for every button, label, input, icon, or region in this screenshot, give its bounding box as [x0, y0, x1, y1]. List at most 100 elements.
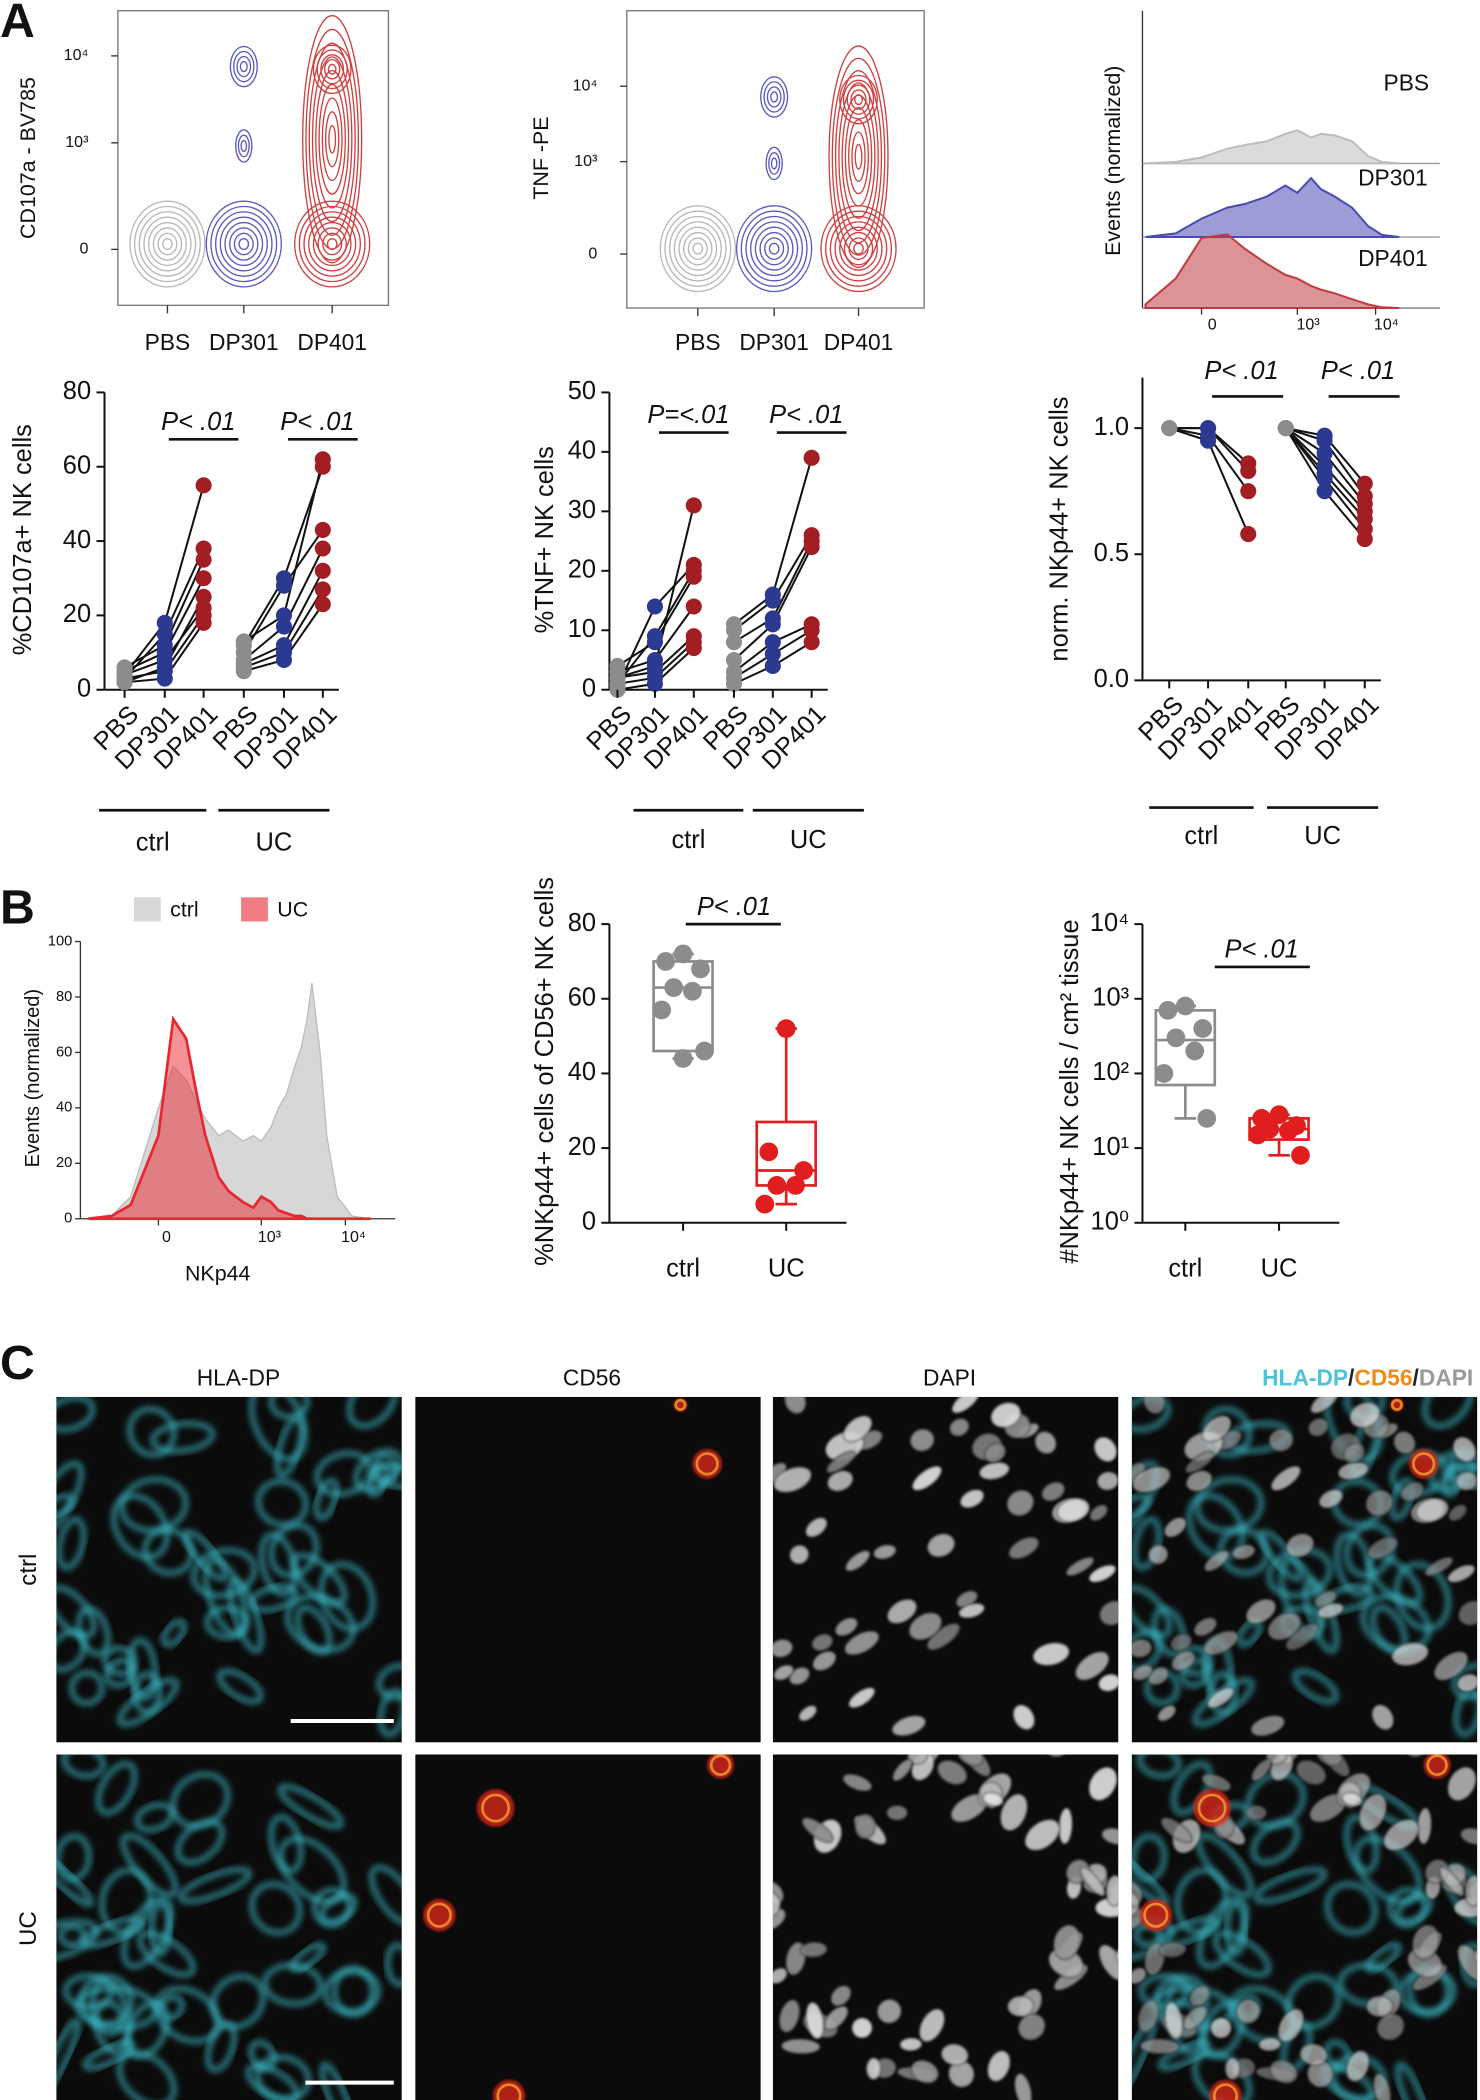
data-point [156, 637, 173, 654]
nucleus [1367, 1536, 1398, 1560]
series-label: DP301 [1358, 164, 1428, 190]
hla-dp-signal [174, 1818, 226, 1866]
hla-dp-signal [1137, 1972, 1191, 2010]
nucleus [866, 2057, 882, 2080]
micrograph [415, 1396, 761, 1743]
contour-line [848, 237, 869, 261]
contour-line [321, 97, 343, 182]
nucleus [1160, 1817, 1193, 1843]
y-tick-label: 20 [568, 1133, 596, 1161]
cd56-rim [1390, 1398, 1403, 1411]
data-point [803, 616, 820, 633]
data-point [691, 959, 710, 979]
nucleus [1400, 1481, 1424, 1502]
y-tick-label: 0 [582, 674, 596, 702]
data-point [656, 952, 676, 971]
nucleus [801, 1817, 834, 1843]
nucleus [1148, 1544, 1169, 1565]
x-tick-label: PBS [145, 329, 191, 355]
y-axis-label: norm. NKp44+ NK cells [1045, 396, 1073, 661]
y-tick-label: 10 [568, 615, 596, 643]
data-point [725, 651, 743, 669]
contour-line [839, 74, 878, 125]
y-axis-label: Events (normalized) [1101, 66, 1125, 256]
x-tick-label: PBS [675, 329, 721, 355]
data-point [683, 981, 702, 1001]
data-point [116, 674, 133, 691]
panel-label: B [0, 880, 35, 934]
contour-line [138, 211, 197, 277]
density-area [1145, 129, 1400, 165]
data-point [314, 596, 331, 613]
nucleus [1457, 1944, 1478, 1981]
hla-dp-signal [368, 1864, 402, 1927]
hla-dp-signal [57, 1922, 88, 1949]
nucleus [1245, 1598, 1276, 1624]
contour-line [315, 69, 350, 209]
y-tick-label: 30 [568, 496, 596, 524]
nucleus [1373, 2073, 1391, 2100]
data-point [1240, 526, 1257, 543]
contour-line [311, 56, 353, 223]
data-point [1193, 1019, 1213, 1038]
contour-line [229, 227, 259, 261]
nucleus [1189, 1985, 1211, 2007]
nucleus [843, 1415, 873, 1443]
nucleus [982, 1791, 1004, 1807]
histogram-area [88, 983, 371, 1220]
plot-frame [626, 10, 925, 309]
contour-line [851, 131, 866, 182]
hla-dp-signal [313, 1477, 340, 1522]
hla-dp-signal [1394, 1892, 1434, 1926]
significance-label: P< .01 [769, 401, 843, 429]
nucleus [1343, 1442, 1365, 1463]
nucleus [788, 1666, 810, 1686]
data-point [764, 634, 781, 651]
y-axis-label: CD107a - BV785 [16, 77, 40, 239]
contour-line [324, 111, 340, 168]
hla-dp-signal [318, 1892, 358, 1926]
data-point [1356, 531, 1373, 548]
data-point [314, 562, 331, 579]
y-tick-label: 0.0 [1094, 665, 1129, 693]
nucleus [811, 1633, 834, 1652]
nucleus [1183, 2005, 1208, 2031]
data-point [803, 449, 820, 466]
micrograph-background [772, 1396, 1119, 1743]
data-point [646, 598, 663, 615]
contour-line [219, 216, 268, 272]
nucleus [1080, 1866, 1106, 1897]
nucleus [798, 1705, 818, 1722]
nucleus [1157, 1705, 1176, 1722]
significance-label: P< .01 [161, 408, 235, 436]
hla-dp-signal [1131, 1396, 1172, 1433]
cd56-rim [1412, 1452, 1436, 1476]
nucleus [845, 1550, 871, 1572]
nucleus [1266, 1754, 1288, 1765]
nucleus [1277, 2008, 1304, 2043]
micrograph-background [415, 1396, 761, 1743]
data-point [1316, 445, 1333, 462]
hla-dp-signal [136, 1930, 197, 1979]
data-point [275, 637, 293, 654]
density-area [1144, 233, 1400, 310]
plot-frame [117, 10, 390, 307]
nucleus [812, 1650, 837, 1671]
y-tick-label: 80 [568, 909, 596, 937]
y-tick-label: 40 [63, 526, 91, 554]
nucleus [1285, 1533, 1314, 1558]
significance-label: P< .01 [1321, 357, 1395, 385]
nucleus [1185, 1450, 1215, 1474]
y-tick-label: 80 [63, 377, 91, 405]
hla-dp-signal [1323, 1880, 1379, 1937]
hla-dp-signal [313, 1450, 374, 1498]
hla-dp-signal [56, 2017, 82, 2094]
nucleus [907, 1754, 929, 1765]
hla-dp-signal [277, 1783, 345, 1830]
hla-dp-signal [1131, 1918, 1176, 1964]
hla-dp-signal [120, 1896, 175, 1970]
nucleus [1093, 1436, 1118, 1463]
data-point [275, 607, 293, 624]
data-point [314, 521, 331, 538]
nucleus [1000, 1793, 1028, 1831]
